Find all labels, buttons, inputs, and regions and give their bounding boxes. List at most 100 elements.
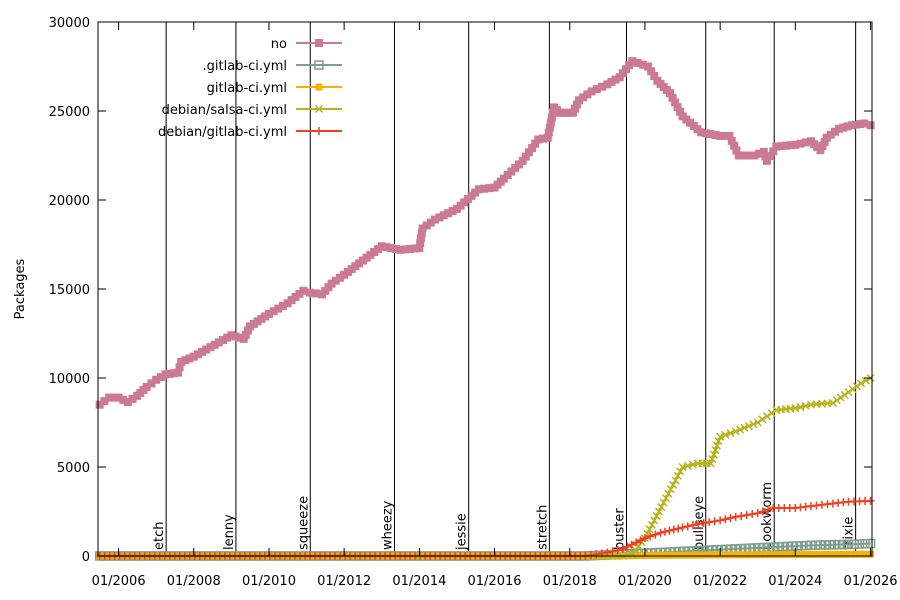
- data-point: [740, 423, 749, 432]
- legend-marker: [314, 104, 324, 114]
- data-point: [603, 80, 612, 89]
- data-point: [866, 121, 875, 130]
- data-point: [776, 551, 784, 559]
- data-point: [331, 276, 340, 285]
- data-point: [646, 551, 654, 559]
- data-point: [528, 144, 537, 153]
- data-point: [592, 550, 601, 559]
- data-point: [583, 90, 592, 99]
- data-point: [763, 412, 772, 421]
- data-point: [727, 136, 736, 145]
- data-point: [748, 510, 757, 519]
- data-point: [632, 538, 641, 547]
- data-point: [731, 551, 739, 559]
- data-point: [763, 156, 772, 165]
- data-point: [202, 345, 211, 354]
- x-tick-label: 01/2024: [768, 574, 822, 589]
- y-tick-label: 5000: [57, 461, 90, 476]
- data-point: [123, 398, 132, 407]
- data-point: [796, 139, 805, 148]
- data-point: [710, 517, 719, 526]
- data-point: [860, 539, 870, 549]
- data-point: [640, 534, 649, 543]
- data-point: [786, 551, 794, 559]
- data-point: [243, 326, 252, 335]
- data-point: [651, 551, 659, 559]
- data-point: [840, 390, 849, 399]
- data-point: [241, 330, 250, 339]
- y-tick-label: 25000: [49, 105, 90, 120]
- data-point: [210, 340, 219, 349]
- data-point: [766, 152, 775, 161]
- data-point: [147, 379, 156, 388]
- data-point: [811, 550, 819, 558]
- data-point: [206, 343, 215, 352]
- data-point: [671, 551, 679, 559]
- data-point: [645, 525, 654, 534]
- data-point: [862, 550, 870, 558]
- data-point: [615, 73, 624, 82]
- data-point: [796, 551, 804, 559]
- release-label-squeeze: squeeze: [296, 496, 311, 550]
- data-point: [592, 85, 601, 94]
- data-point: [726, 514, 735, 523]
- data-point: [198, 347, 207, 356]
- data-point: [691, 551, 699, 559]
- data-point: [676, 107, 685, 116]
- data-point: [764, 505, 773, 514]
- data-point: [712, 441, 722, 450]
- data-point: [539, 134, 548, 143]
- data-point: [531, 139, 540, 148]
- data-point: [839, 123, 848, 132]
- data-point: [119, 395, 128, 404]
- data-point: [711, 131, 720, 140]
- legend-marker: [314, 60, 324, 70]
- data-point: [816, 550, 824, 558]
- data-point: [745, 151, 754, 160]
- data-point: [769, 147, 778, 156]
- data-point: [544, 128, 553, 137]
- data-point: [771, 551, 779, 559]
- release-label-stretch: stretch: [535, 505, 550, 550]
- data-point: [573, 100, 582, 109]
- data-point: [681, 551, 689, 559]
- data-point: [650, 71, 659, 80]
- data-point: [753, 418, 762, 427]
- data-point: [673, 103, 682, 112]
- data-point: [666, 551, 674, 559]
- data-point: [761, 152, 770, 161]
- data-point: [759, 147, 768, 156]
- data-point: [711, 446, 720, 455]
- y-tick-label: 30000: [49, 16, 90, 31]
- legend-label: gitlab-ci.yml: [207, 81, 287, 96]
- data-point: [575, 96, 584, 105]
- data-point: [627, 540, 636, 549]
- data-point: [673, 471, 682, 480]
- data-point: [831, 550, 839, 558]
- release-label-jessie: jessie: [455, 513, 470, 551]
- data-point: [737, 511, 746, 520]
- data-point: [100, 397, 109, 406]
- data-point: [613, 546, 622, 555]
- data-point: [688, 521, 697, 530]
- data-point: [711, 551, 719, 559]
- data-point: [666, 89, 675, 98]
- data-point: [750, 151, 759, 160]
- data-point: [726, 551, 734, 559]
- data-point: [435, 213, 444, 222]
- data-point: [716, 432, 725, 441]
- data-point: [405, 244, 414, 253]
- data-point: [686, 551, 694, 559]
- legend-label: debian/gitlab-ci.yml: [158, 125, 287, 140]
- data-point: [430, 215, 439, 224]
- data-point: [396, 245, 405, 254]
- x-tick-label: 01/2006: [92, 574, 146, 589]
- data-point: [865, 538, 876, 549]
- data-point: [777, 142, 786, 151]
- data-point: [822, 133, 831, 142]
- data-point: [185, 354, 194, 363]
- data-point: [152, 375, 161, 384]
- data-point: [439, 211, 448, 220]
- data-point: [730, 141, 739, 150]
- data-point: [181, 356, 190, 365]
